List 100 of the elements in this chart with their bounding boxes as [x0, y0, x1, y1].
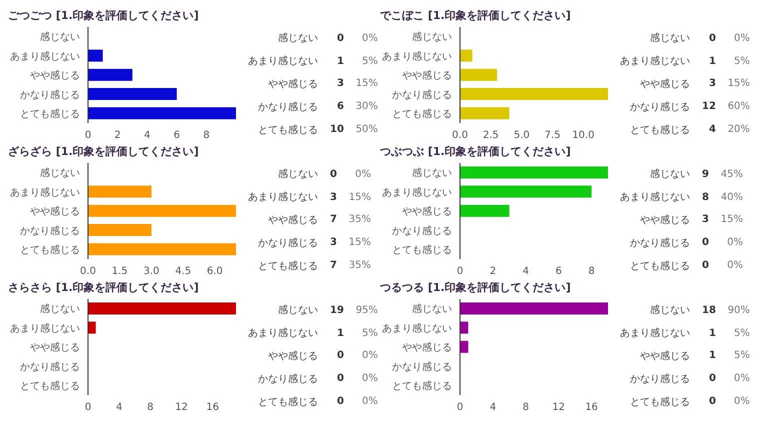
- y-tick-label: あまり感じない: [10, 50, 80, 62]
- text: 0%: [733, 395, 750, 410]
- y-tick-label: あまり感じない: [248, 326, 319, 342]
- y-tick-label: やや感じる: [30, 70, 80, 82]
- data-label: 0: [701, 236, 710, 250]
- x-tick-label: 0: [84, 130, 92, 142]
- y-tick-label: とても感じる: [629, 396, 691, 410]
- y-tick-label: あまり感じない: [620, 326, 691, 342]
- text: 0%: [354, 168, 371, 182]
- y-tick-label: かなり感じる: [392, 88, 452, 101]
- data-label: 0: [708, 372, 717, 386]
- y-tick-label: あまり感じない: [382, 50, 452, 62]
- chart-title: ごつごつ [1.印象を評価してください]: [8, 8, 200, 23]
- text: 20%: [726, 123, 750, 138]
- y-tick-label: とても感じる: [257, 396, 319, 410]
- text: 0%: [361, 372, 378, 386]
- x-tick-label: 6.0: [206, 266, 223, 278]
- x-tick-label: 6: [555, 266, 562, 278]
- data-label: 7: [329, 259, 338, 274]
- text: 40%: [720, 190, 743, 205]
- x-tick-label: 16: [585, 402, 598, 414]
- text: 60%: [726, 100, 750, 114]
- text: 45%: [720, 168, 743, 182]
- x-tick-label: 7.5: [544, 130, 560, 142]
- x-tick-label: 4: [522, 266, 529, 278]
- x-tick-label: 0: [84, 402, 92, 414]
- x-tick-label: 8: [522, 402, 529, 414]
- data-label: 9: [701, 168, 710, 182]
- x-tick-label: 8: [588, 266, 595, 278]
- text: 95%: [354, 304, 378, 318]
- y-tick-label: 感じない: [649, 168, 691, 182]
- y-tick-label: 感じない: [40, 167, 80, 180]
- text: 15%: [726, 77, 750, 92]
- text: 15%: [720, 213, 743, 228]
- data-label: 18: [701, 304, 717, 318]
- y-tick-label: かなり感じる: [629, 236, 691, 251]
- text: 5%: [733, 54, 750, 69]
- x-tick-label: 12: [175, 402, 188, 414]
- x-tick-label: 4.5: [175, 266, 192, 278]
- x-tick-label: 4: [490, 402, 496, 414]
- chart-title: さらさら [1.印象を評価してください]: [8, 280, 200, 295]
- data-label: 3: [329, 190, 338, 205]
- text: 0%: [361, 32, 378, 46]
- data-label: 1: [708, 54, 717, 69]
- x-tick-label: 0: [456, 402, 464, 414]
- data-label: 12: [701, 100, 717, 114]
- text: 0%: [733, 372, 750, 386]
- x-tick-label: 0.0: [452, 130, 468, 142]
- x-tick-label: 3.0: [143, 266, 160, 278]
- x-tick-label: 12: [552, 402, 566, 414]
- data-label: 8: [701, 190, 710, 205]
- chart-title: でこぼこ [1.印象を評価してください]: [380, 8, 572, 23]
- data-label: 10: [329, 123, 345, 138]
- text: 35%: [348, 213, 371, 228]
- data-label: 0: [329, 168, 338, 182]
- x-tick-label: 10.0: [572, 130, 594, 142]
- x-tick-label: 6: [174, 130, 180, 142]
- x-tick-label: 2.5: [482, 130, 499, 142]
- text: 0%: [726, 236, 743, 250]
- text: 0%: [726, 259, 743, 274]
- text: 5%: [733, 326, 750, 341]
- y-tick-label: やや感じる: [639, 350, 691, 364]
- x-tick-label: 8: [203, 130, 210, 142]
- data-label: 1: [336, 326, 345, 341]
- chart-title: つぶつぶ [1.印象を評価してください]: [380, 144, 572, 159]
- y-tick-label: やや感じる: [30, 206, 80, 218]
- y-tick-label: 感じない: [412, 31, 452, 44]
- chart-title: つるつる [1.印象を評価してください]: [380, 280, 572, 295]
- y-tick-label: かなり感じる: [629, 372, 691, 387]
- text: 15%: [348, 190, 371, 205]
- data-label: 1: [708, 349, 717, 364]
- data-label: 6: [336, 100, 345, 114]
- data-label: 7: [329, 213, 338, 228]
- y-tick-label: とても感じる: [20, 244, 80, 256]
- data-label: 3: [329, 236, 338, 250]
- text: 0%: [361, 395, 378, 410]
- x-tick-label: 4: [116, 402, 122, 414]
- data-label: 0: [336, 349, 345, 364]
- x-tick-label: 0: [456, 266, 464, 278]
- text: 0%: [361, 349, 378, 364]
- x-tick-label: 16: [206, 402, 219, 414]
- text: 15%: [348, 236, 371, 250]
- y-tick-label: かなり感じる: [257, 372, 319, 387]
- text: 15%: [354, 77, 378, 92]
- text: 90%: [726, 304, 750, 318]
- text: 0%: [733, 32, 750, 46]
- x-tick-label: 2: [114, 130, 121, 142]
- data-label: 1: [708, 326, 717, 341]
- data-label: 0: [708, 32, 717, 46]
- y-tick-label: やや感じる: [402, 70, 452, 82]
- x-tick-label: 8: [147, 402, 154, 414]
- data-label: 3: [701, 213, 710, 228]
- y-tick-label: あまり感じない: [10, 186, 80, 198]
- y-tick-label: 感じない: [649, 304, 691, 318]
- data-label: 0: [336, 372, 345, 386]
- x-tick-label: 1.5: [112, 266, 128, 278]
- text: 30%: [354, 100, 378, 114]
- x-tick-label: 2: [490, 266, 496, 278]
- text: 5%: [361, 326, 378, 341]
- text: 5%: [361, 54, 378, 69]
